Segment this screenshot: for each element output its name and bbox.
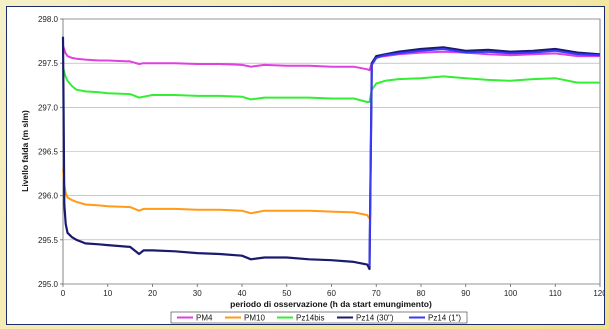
y-axis-title: Livello falda (m slm) [20, 110, 30, 192]
x-tick-label: 90 [461, 289, 470, 298]
legend-label: Pz14bis [296, 314, 324, 323]
x-tick-label: 80 [417, 289, 426, 298]
x-tick-label: 10 [103, 289, 112, 298]
series-line-1 [62, 169, 371, 220]
legend-label: PM10 [244, 314, 265, 323]
x-tick-label: 50 [282, 289, 291, 298]
y-tick-label: 297.0 [38, 103, 59, 112]
y-tick-label: 296.5 [38, 148, 59, 157]
y-tick-label: 297.5 [38, 59, 59, 68]
y-tick-label: 295.5 [38, 236, 59, 245]
legend-label: Pz14 (1") [428, 314, 461, 323]
y-tick-label: 295.0 [38, 280, 59, 289]
series-line-2 [62, 67, 600, 103]
legend-label: PM4 [196, 314, 213, 323]
legend: PM4 PM10 Pz14bis Pz14 (30") Pz14 (1") [170, 311, 468, 324]
series-lines [61, 36, 601, 271]
x-tick-label: 30 [193, 289, 202, 298]
x-tick-label: 110 [549, 289, 562, 298]
chart-area: 295.0 295.5 296.0 296.5 297.0 297.5 298.0 0 10 2… [6, 6, 605, 325]
x-tick-labels: 0 10 20 30 40 50 60 70 80 90 100 110 120 [61, 284, 604, 298]
legend-label: Pz14 (30") [356, 314, 394, 323]
x-tick-label: 60 [327, 289, 336, 298]
x-tick-label: 70 [372, 289, 381, 298]
x-axis-title: periodo di osservazione (h da start emun… [230, 299, 432, 309]
x-tick-label: 120 [593, 289, 604, 298]
y-tick-label: 296.0 [38, 192, 59, 201]
series-line-3 [61, 36, 601, 271]
y-tick-label: 298.0 [38, 15, 59, 24]
x-tick-label: 100 [504, 289, 518, 298]
x-tick-label: 40 [238, 289, 247, 298]
series-line-4 [368, 48, 601, 267]
y-tick-labels: 295.0 295.5 296.0 296.5 297.0 297.5 298.0 [38, 15, 63, 289]
x-tick-label: 20 [148, 289, 157, 298]
x-tick-label: 0 [61, 289, 66, 298]
line-chart: 295.0 295.5 296.0 296.5 297.0 297.5 298.0 0 10 2… [20, 15, 604, 324]
legend-box [170, 311, 468, 324]
